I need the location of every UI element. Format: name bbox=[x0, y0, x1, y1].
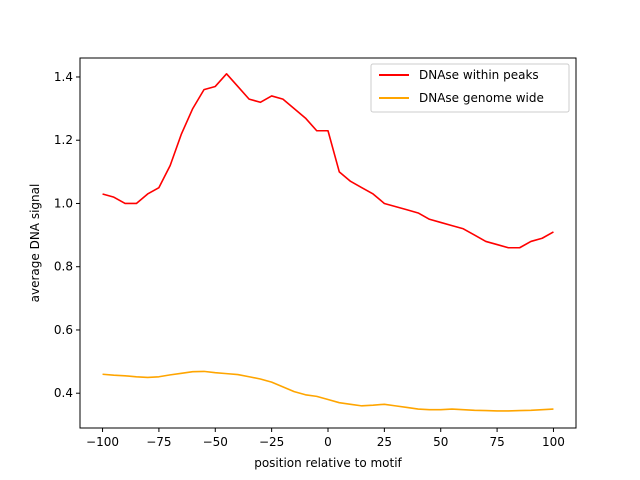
plot-lines bbox=[102, 73, 554, 412]
legend-box bbox=[370, 63, 570, 113]
legend: DNAse within peaks DNAse genome wide bbox=[370, 63, 570, 113]
x-tick-label: 25 bbox=[377, 435, 392, 449]
legend-label-genome-wide: DNAse genome wide bbox=[419, 91, 544, 105]
y-tick-label: 0.6 bbox=[54, 323, 73, 337]
x-tick-label: −100 bbox=[86, 435, 119, 449]
x-tick-label: 50 bbox=[433, 435, 448, 449]
x-tick-label: 100 bbox=[542, 435, 565, 449]
plot-frame bbox=[79, 57, 577, 429]
y-tick-label: 1.2 bbox=[54, 133, 73, 147]
x-axis-label: position relative to motif bbox=[254, 456, 402, 470]
y-axis-ticks: 0.4 0.6 0.8 1.0 1.2 1.4 bbox=[54, 70, 80, 400]
x-tick-label: 0 bbox=[324, 435, 332, 449]
series-line-0 bbox=[102, 73, 554, 249]
y-tick-label: 0.4 bbox=[54, 386, 73, 400]
x-tick-label: −25 bbox=[259, 435, 284, 449]
y-axis-label: average DNA signal bbox=[28, 184, 42, 303]
x-tick-label: −75 bbox=[146, 435, 171, 449]
x-tick-label: −50 bbox=[203, 435, 228, 449]
series-line-1 bbox=[102, 370, 554, 412]
y-tick-label: 1.4 bbox=[54, 70, 73, 84]
x-tick-label: 75 bbox=[489, 435, 504, 449]
y-tick-label: 1.0 bbox=[54, 196, 73, 210]
x-axis-ticks: −100 −75 −50 −25 0 25 50 75 100 bbox=[86, 428, 565, 449]
legend-label-within-peaks: DNAse within peaks bbox=[419, 68, 539, 82]
y-tick-label: 0.8 bbox=[54, 260, 73, 274]
